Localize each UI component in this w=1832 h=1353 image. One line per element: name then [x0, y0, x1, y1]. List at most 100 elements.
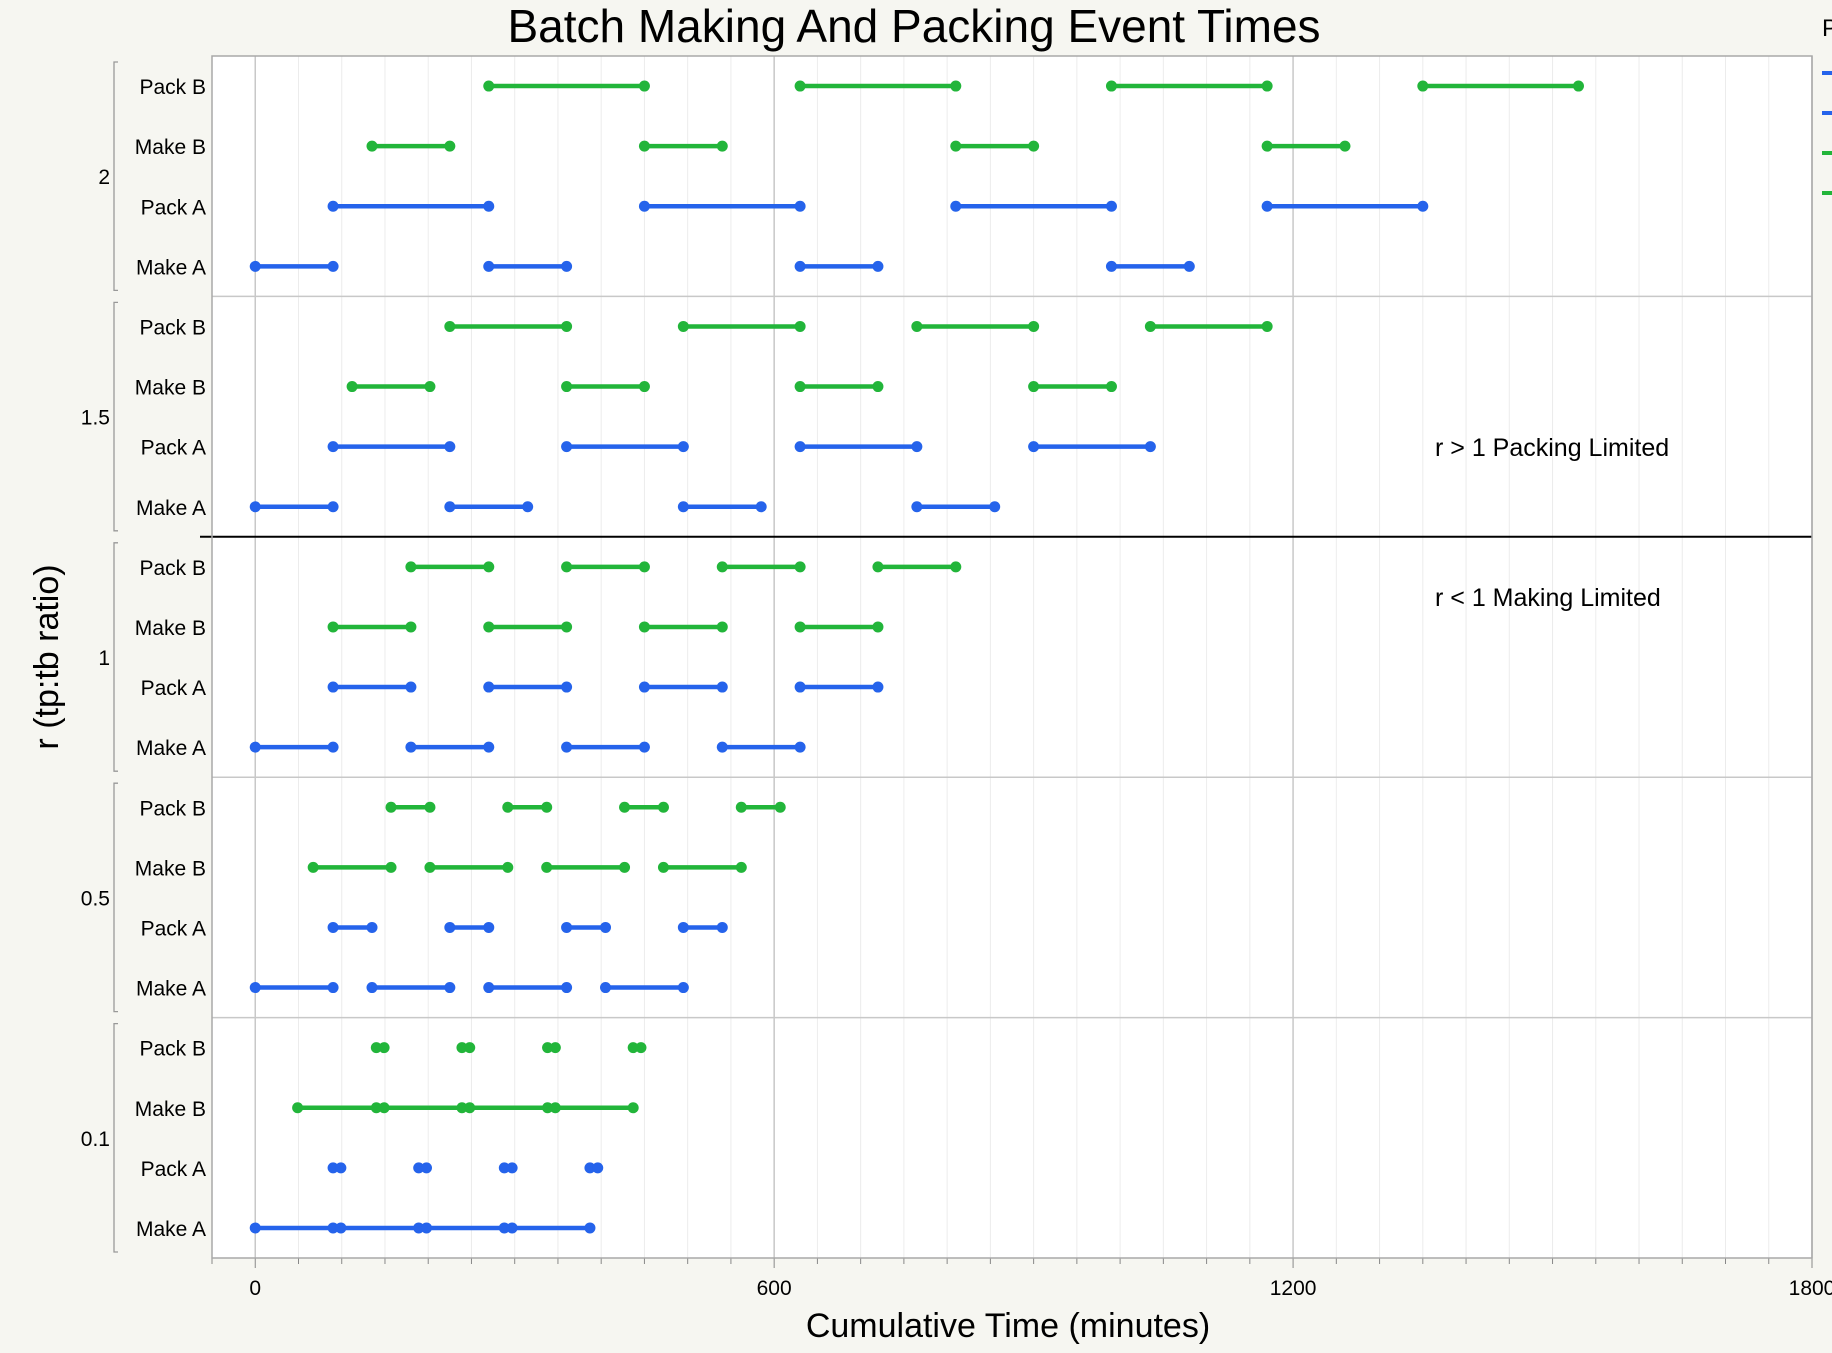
event-point: [327, 1162, 339, 1174]
event-point: [716, 561, 728, 573]
event-point: [1105, 80, 1117, 92]
row-label: Pack B: [139, 557, 206, 580]
event-point: [638, 200, 650, 212]
event-point: [716, 921, 728, 933]
event-point: [794, 621, 806, 633]
event-point: [335, 1222, 347, 1234]
x-axis-label: Cumulative Time (minutes): [806, 1307, 1210, 1345]
event-point: [522, 501, 534, 513]
event-point: [794, 200, 806, 212]
event-point: [872, 381, 884, 393]
event-point: [716, 621, 728, 633]
event-point: [292, 1102, 304, 1114]
x-tick-label: 0: [249, 1277, 261, 1300]
event-point: [627, 1042, 639, 1054]
plot-area: [212, 56, 1812, 1258]
event-point: [483, 681, 495, 693]
event-point: [584, 1162, 596, 1174]
event-point: [638, 381, 650, 393]
event-point: [1028, 140, 1040, 152]
event-point: [561, 381, 573, 393]
row-label: Make B: [135, 377, 206, 400]
event-point: [1417, 80, 1429, 92]
event-point: [444, 140, 456, 152]
event-point: [677, 982, 689, 994]
event-point: [794, 381, 806, 393]
row-label: Make A: [136, 497, 206, 520]
row-label: Pack A: [141, 1158, 206, 1181]
event-point: [794, 741, 806, 753]
event-point: [506, 1222, 518, 1234]
event-point: [561, 982, 573, 994]
event-point: [627, 1102, 639, 1114]
event-point: [716, 140, 728, 152]
group-label: 1.5: [81, 407, 110, 430]
event-point: [405, 741, 417, 753]
event-point: [1028, 441, 1040, 453]
annotation-making-limited: r < 1 Making Limited: [1435, 584, 1661, 612]
event-point: [498, 1222, 510, 1234]
event-point: [638, 140, 650, 152]
row-label: Make A: [136, 737, 206, 760]
event-point: [424, 801, 436, 813]
event-point: [794, 320, 806, 332]
event-point: [378, 1042, 390, 1054]
event-point: [541, 861, 553, 873]
event-point: [483, 80, 495, 92]
event-point: [1261, 80, 1273, 92]
event-point: [794, 441, 806, 453]
event-point: [600, 921, 612, 933]
event-point: [911, 501, 923, 513]
event-point: [456, 1042, 468, 1054]
event-point: [327, 621, 339, 633]
row-label: Make B: [135, 857, 206, 880]
event-point: [619, 861, 631, 873]
event-point: [483, 982, 495, 994]
x-tick-label: 1200: [1270, 1277, 1317, 1300]
event-point: [735, 861, 747, 873]
event-point: [950, 200, 962, 212]
event-point: [716, 741, 728, 753]
event-point: [774, 801, 786, 813]
event-point: [413, 1222, 425, 1234]
event-point: [420, 1222, 432, 1234]
event-point: [327, 681, 339, 693]
row-label: Pack B: [139, 1038, 206, 1061]
event-point: [561, 561, 573, 573]
event-point: [307, 861, 319, 873]
x-tick-label: 1800: [1789, 1277, 1832, 1300]
event-point: [483, 260, 495, 272]
event-point: [424, 861, 436, 873]
event-point: [677, 501, 689, 513]
event-point: [638, 561, 650, 573]
label-layer: 0 600 1200 1800 2 Pack B Make B Pack A Make A 1.5…: [81, 76, 1832, 1300]
event-point: [444, 501, 456, 513]
event-point: [911, 320, 923, 332]
mark-layer: [249, 80, 1584, 1234]
event-point: [872, 561, 884, 573]
event-point: [249, 741, 261, 753]
event-point: [370, 1102, 382, 1114]
event-point: [561, 681, 573, 693]
event-point: [794, 681, 806, 693]
event-point: [950, 561, 962, 573]
event-point: [420, 1162, 432, 1174]
event-point: [584, 1222, 596, 1234]
event-point: [385, 861, 397, 873]
group-bracket: [113, 1022, 118, 1253]
group-bracket: [113, 782, 118, 1013]
event-point: [677, 320, 689, 332]
row-label: Make A: [136, 256, 206, 279]
event-point: [561, 260, 573, 272]
event-point: [657, 801, 669, 813]
row-label: Make B: [135, 617, 206, 640]
event-point: [370, 1042, 382, 1054]
event-point: [638, 621, 650, 633]
event-point: [249, 260, 261, 272]
row-label: Pack B: [139, 76, 206, 99]
event-point: [327, 260, 339, 272]
event-point: [911, 441, 923, 453]
event-point: [327, 501, 339, 513]
